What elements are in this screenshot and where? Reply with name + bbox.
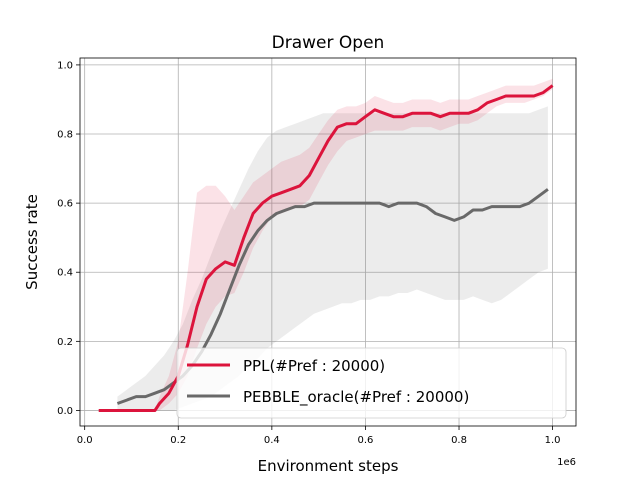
x-tick-label: 0.8 — [451, 435, 467, 446]
x-tick-label: 0.0 — [77, 435, 93, 446]
x-axis-offset-label: 1e6 — [557, 457, 576, 468]
legend: PPL(#Pref : 20000) PEBBLE_oracle(#Pref :… — [176, 347, 567, 419]
legend-label-ppl: PPL(#Pref : 20000) — [243, 357, 385, 375]
legend-box — [176, 347, 567, 419]
band-pebble-oracle — [117, 106, 548, 411]
y-tick-label: 0.8 — [57, 130, 73, 141]
y-tick-label: 0.0 — [57, 406, 73, 417]
x-tick-label: 0.2 — [170, 435, 186, 446]
y-axis-label: Success rate — [23, 194, 41, 290]
y-axis-ticks: 0.0 0.2 0.4 0.6 0.8 1.0 — [57, 60, 80, 417]
legend-label-pebble-oracle: PEBBLE_oracle(#Pref : 20000) — [243, 388, 469, 407]
y-tick-label: 0.6 — [57, 199, 73, 210]
x-axis-ticks: 0.0 0.2 0.4 0.6 0.8 1.0 — [77, 426, 561, 446]
chart-title: Drawer Open — [272, 33, 385, 53]
x-tick-label: 0.6 — [357, 435, 373, 446]
y-tick-label: 0.4 — [57, 268, 73, 279]
x-tick-label: 0.4 — [264, 435, 280, 446]
x-tick-label: 1.0 — [545, 435, 561, 446]
plot-frame — [79, 57, 577, 427]
y-tick-label: 0.2 — [57, 337, 73, 348]
x-axis-label: Environment steps — [258, 457, 399, 475]
line-ppl — [98, 84, 554, 412]
y-tick-label: 1.0 — [57, 60, 73, 71]
